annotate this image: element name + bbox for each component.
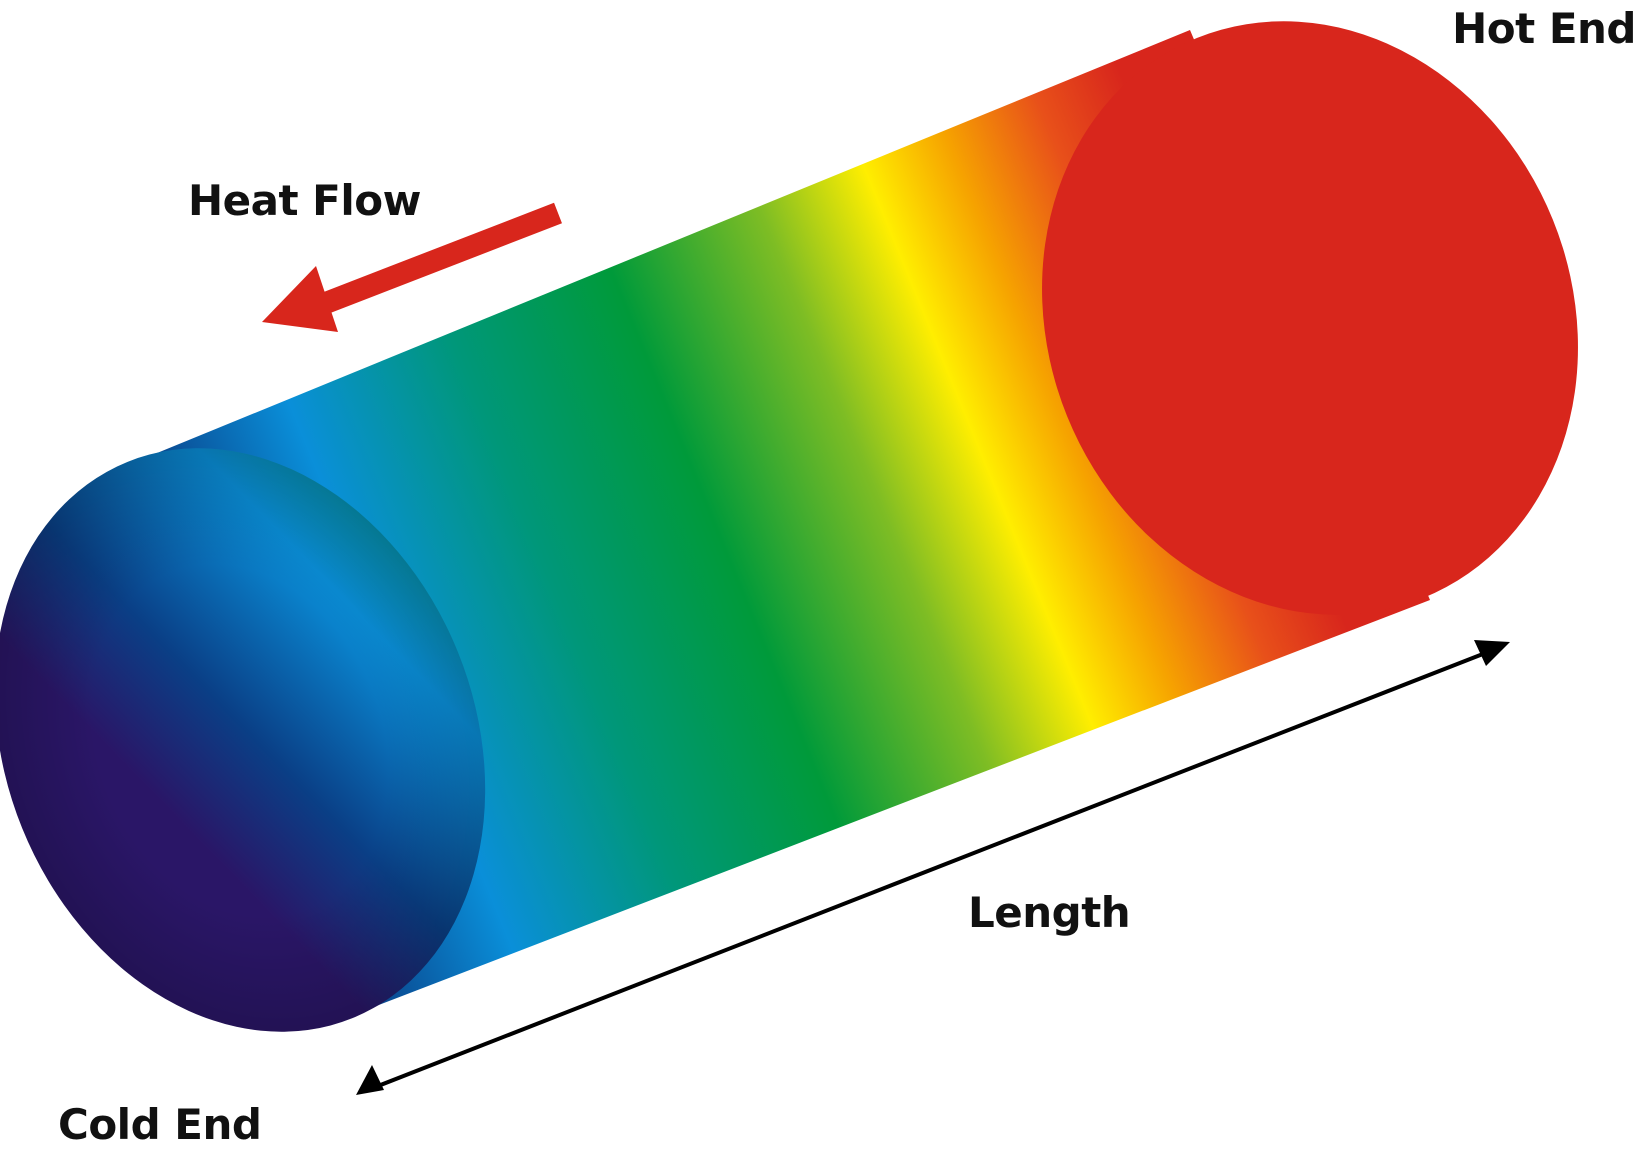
length-label: Length [968,888,1131,937]
heat-flow-label: Heat Flow [188,176,421,225]
length-double-headed-arrow-icon [356,640,1510,1095]
cold-end-label: Cold End [58,1100,262,1149]
cold-end-face-shading [0,448,486,1032]
hot-end-face [1042,21,1578,615]
heat-flow-arrow-icon [262,202,562,332]
hot-end-label: Hot End [1452,4,1636,53]
